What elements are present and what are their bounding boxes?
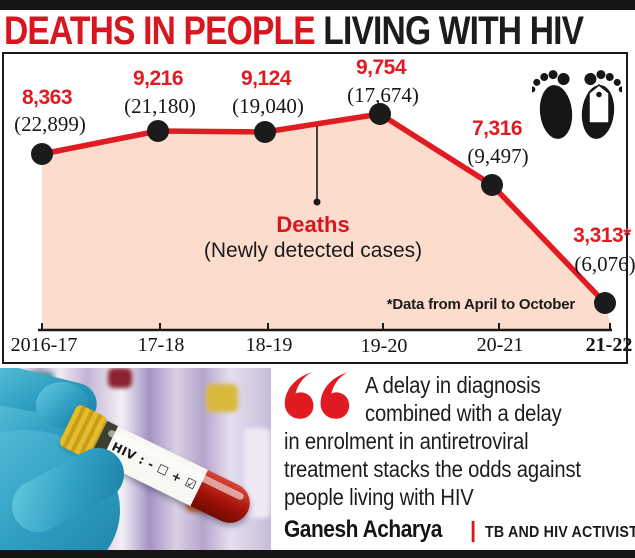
area-fill [42, 114, 612, 330]
quote-author: Ganesh Acharya [284, 516, 442, 543]
top-rule [0, 0, 635, 10]
deaths-value-label: 7,316 [471, 117, 523, 140]
chart-footnote: *Data from April to October [386, 296, 575, 313]
x-tick-label: 20-21 [476, 334, 524, 356]
annotation-pointer-dot [313, 198, 321, 206]
deaths-line [39, 111, 608, 306]
data-point-19-20 [369, 103, 391, 125]
legend-deaths: Deaths [276, 212, 350, 237]
data-point-2016-17 [31, 143, 53, 165]
data-point-20-21 [481, 174, 503, 196]
deaths-value-label: 9,124 [240, 67, 292, 90]
page-title-black: LIVING WITH HIV [314, 9, 584, 53]
cases-value-label: (22,899) [14, 112, 86, 136]
line-chart: 8,363 (22,899) 9,216 (21,180) 9,124 (19,… [2, 52, 635, 364]
quote-mark-icon [284, 372, 350, 419]
x-tick-label: 17-18 [137, 334, 185, 356]
data-point-21-22 [594, 292, 616, 314]
page-title-red: DEATHS IN PEOPLE [4, 9, 316, 53]
x-tick-label: 19-20 [360, 335, 408, 357]
deaths-value-label: 9,754 [355, 56, 407, 79]
photo-bg-cap [206, 384, 238, 412]
bottom-rule [0, 550, 635, 558]
quote-line: combined with a delay [365, 400, 562, 426]
x-axis-ticks [41, 323, 611, 330]
cases-value-label: (21,180) [124, 94, 196, 118]
legend-new-cases: (Newly detected cases) [203, 239, 423, 262]
photo-hiv-blood-sample: HIV : - ☐ + ☑ [0, 368, 271, 550]
photo-bg-tube [108, 368, 132, 388]
quote-panel: A delay in diagnosis combined with a del… [271, 368, 635, 550]
x-tick-label: 2016-17 [10, 334, 78, 356]
x-tick-label: 21-22 [585, 334, 633, 356]
chart-canvas [31, 103, 616, 332]
quote-line: in enrolment in antiretroviral [284, 428, 529, 454]
cases-value-label: (17,674) [347, 83, 419, 107]
page-title: DEATHS IN PEOPLE LIVING WITH HIV [4, 10, 635, 52]
cases-value-label: (6,076) [574, 252, 635, 276]
quote-line: people living with HIV [284, 484, 474, 510]
x-tick-label: 18-19 [245, 334, 293, 356]
cases-value-label: (19,040) [232, 94, 304, 118]
data-point-18-19 [254, 121, 276, 143]
quote-line: treatment stacks the odds against [284, 456, 581, 482]
attribution-separator: | [469, 517, 477, 542]
deaths-value-label: 8,363 [21, 86, 73, 109]
quote-author-role: TB AND HIV ACTIVIST [484, 524, 635, 541]
cases-value-label: (9,497) [467, 144, 529, 168]
data-point-17-18 [147, 120, 169, 142]
footprints-toe-tag-icon [532, 70, 622, 139]
quote-line: A delay in diagnosis [365, 372, 541, 398]
deaths-value-label: 9,216 [132, 67, 184, 90]
deaths-value-label: 3,313* [573, 224, 631, 247]
quote-attribution: Ganesh Acharya | TB AND HIV ACTIVIST [284, 516, 635, 544]
